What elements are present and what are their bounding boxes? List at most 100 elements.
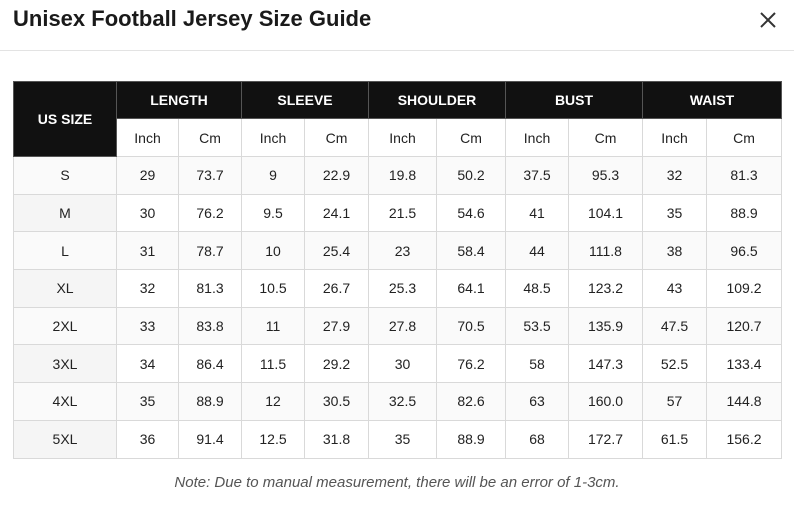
unit-header: Cm (568, 118, 643, 157)
unit-header: Cm (706, 118, 782, 157)
value-cell: 11 (241, 306, 305, 346)
data-row: L 31 78.7 10 25.4 23 58.4 44 111.8 38 96.5 (13, 231, 782, 271)
value-cell: 48.5 (505, 269, 569, 308)
value-cell: 54.6 (436, 193, 506, 233)
header-row: US SIZE LENGTH SLEEVE SHOULDER BUST WAIST (13, 81, 782, 157)
value-cell: 52.5 (642, 344, 707, 384)
group-header: WAIST (642, 81, 782, 119)
value-cell: 10 (241, 231, 305, 271)
data-row: 2XL 33 83.8 11 27.9 27.8 70.5 53.5 135.9 47.5 120.… (13, 306, 782, 346)
unit-header: Inch (368, 118, 437, 157)
value-cell: 10.5 (241, 269, 305, 308)
data-row: 5XL 36 91.4 12.5 31.8 35 88.9 68 172.7 61.5 156.2 (13, 419, 782, 459)
value-cell: 88.9 (178, 382, 242, 421)
table-body: S 29 73.7 9 22.9 19.8 50.2 37.5 95.3 32 81.3 M 30 76.… (13, 156, 782, 459)
size-cell: 3XL (13, 344, 117, 384)
value-cell: 160.0 (568, 382, 643, 421)
value-cell: 12.5 (241, 419, 305, 459)
value-cell: 33 (116, 306, 179, 346)
value-cell: 133.4 (706, 344, 782, 384)
value-cell: 19.8 (368, 156, 437, 195)
value-cell: 50.2 (436, 156, 506, 195)
value-cell: 78.7 (178, 231, 242, 271)
value-cell: 36 (116, 419, 179, 459)
value-cell: 120.7 (706, 306, 782, 346)
size-cell: L (13, 231, 117, 271)
unit-header: Cm (178, 118, 242, 157)
value-cell: 38 (642, 231, 707, 271)
value-cell: 156.2 (706, 419, 782, 459)
value-cell: 47.5 (642, 306, 707, 346)
value-cell: 44 (505, 231, 569, 271)
value-cell: 9 (241, 156, 305, 195)
data-row: M 30 76.2 9.5 24.1 21.5 54.6 41 104.1 35 88.9 (13, 193, 782, 233)
value-cell: 147.3 (568, 344, 643, 384)
size-cell: M (13, 193, 117, 233)
value-cell: 26.7 (304, 269, 369, 308)
value-cell: 29.2 (304, 344, 369, 384)
data-row: XL 32 81.3 10.5 26.7 25.3 64.1 48.5 123.2 43 109.2 (13, 269, 782, 308)
value-cell: 21.5 (368, 193, 437, 233)
value-cell: 76.2 (436, 344, 506, 384)
value-cell: 37.5 (505, 156, 569, 195)
unit-header: Inch (505, 118, 569, 157)
unit-row: Inch Cm Inch Cm Inch Cm Inch Cm Inch Cm (14, 118, 782, 157)
value-cell: 35 (116, 382, 179, 421)
divider (0, 50, 794, 51)
value-cell: 86.4 (178, 344, 242, 384)
value-cell: 24.1 (304, 193, 369, 233)
value-cell: 58 (505, 344, 569, 384)
unit-header: Inch (241, 118, 305, 157)
value-cell: 123.2 (568, 269, 643, 308)
value-cell: 27.8 (368, 306, 437, 346)
value-cell: 88.9 (436, 419, 506, 459)
value-cell: 57 (642, 382, 707, 421)
size-cell: 4XL (13, 382, 117, 421)
value-cell: 30 (116, 193, 179, 233)
value-cell: 64.1 (436, 269, 506, 308)
data-row: S 29 73.7 9 22.9 19.8 50.2 37.5 95.3 32 81.3 (13, 156, 782, 195)
unit-header: Inch (116, 118, 179, 157)
value-cell: 12 (241, 382, 305, 421)
close-button[interactable] (758, 10, 778, 30)
value-cell: 22.9 (304, 156, 369, 195)
value-cell: 43 (642, 269, 707, 308)
value-cell: 68 (505, 419, 569, 459)
value-cell: 23 (368, 231, 437, 271)
value-cell: 53.5 (505, 306, 569, 346)
value-cell: 11.5 (241, 344, 305, 384)
value-cell: 172.7 (568, 419, 643, 459)
value-cell: 25.4 (304, 231, 369, 271)
value-cell: 95.3 (568, 156, 643, 195)
group-header: BUST (505, 81, 643, 119)
value-cell: 32 (116, 269, 179, 308)
size-cell: 2XL (13, 306, 117, 346)
group-header: SHOULDER (368, 81, 506, 119)
value-cell: 30 (368, 344, 437, 384)
unit-header: Inch (642, 118, 707, 157)
value-cell: 83.8 (178, 306, 242, 346)
value-cell: 70.5 (436, 306, 506, 346)
note: Note: Due to manual measurement, there w… (174, 474, 620, 491)
value-cell: 109.2 (706, 269, 782, 308)
value-cell: 32.5 (368, 382, 437, 421)
value-cell: 76.2 (178, 193, 242, 233)
value-cell: 58.4 (436, 231, 506, 271)
value-cell: 34 (116, 344, 179, 384)
value-cell: 25.3 (368, 269, 437, 308)
value-cell: 63 (505, 382, 569, 421)
value-cell: 29 (116, 156, 179, 195)
value-cell: 32 (642, 156, 707, 195)
corner-header: US SIZE (13, 81, 117, 157)
size-cell: XL (13, 269, 117, 308)
value-cell: 30.5 (304, 382, 369, 421)
value-cell: 73.7 (178, 156, 242, 195)
group-header: LENGTH (116, 81, 242, 119)
table-head: US SIZE LENGTH SLEEVE SHOULDER BUST WAIST Inch… (13, 81, 782, 157)
modal-title: Unisex Football Jersey Size Guide (13, 6, 372, 31)
value-cell: 9.5 (241, 193, 305, 233)
value-cell: 82.6 (436, 382, 506, 421)
unit-header: Cm (436, 118, 506, 157)
size-cell: S (13, 156, 117, 195)
value-cell: 104.1 (568, 193, 643, 233)
